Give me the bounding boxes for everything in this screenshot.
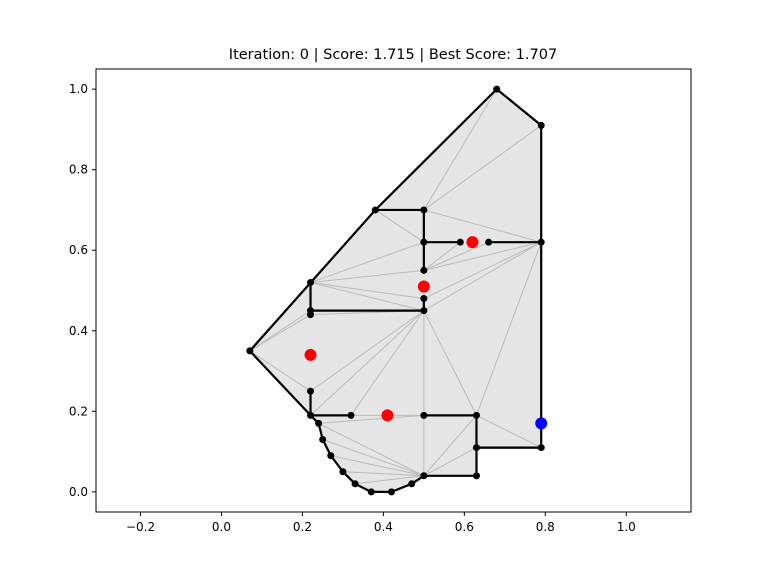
- triangulation-edge: [310, 241, 425, 283]
- vertex-point: [420, 411, 428, 419]
- triangulation-edge: [476, 241, 542, 416]
- marker-layer: [304, 236, 548, 430]
- vertex-point: [246, 347, 254, 355]
- triangulation-edge: [249, 350, 311, 392]
- vertex-point: [420, 206, 428, 214]
- vertex-point: [420, 472, 428, 480]
- triangulation-edge: [350, 310, 425, 416]
- y-tick-label: 0.2: [69, 404, 88, 418]
- triangulation-layer: [249, 88, 542, 485]
- vertex-layer: [246, 85, 545, 496]
- triangulation-edge: [423, 310, 477, 416]
- triangulation-edge: [423, 241, 542, 300]
- red-marker: [466, 236, 479, 249]
- vertex-point: [420, 295, 428, 303]
- triangulation-edge: [423, 241, 542, 312]
- vertex-point: [307, 278, 315, 286]
- vertex-point: [472, 444, 480, 452]
- triangulation-edge: [310, 269, 424, 283]
- x-tick-label: −0.2: [126, 520, 155, 534]
- blue-marker: [535, 417, 548, 430]
- vertex-point: [307, 307, 315, 315]
- chart-title: Iteration: 0 | Score: 1.715 | Best Score…: [229, 47, 557, 63]
- plot-border: [95, 68, 692, 513]
- vertex-point: [327, 452, 335, 460]
- vertex-point: [456, 238, 464, 246]
- triangulation-edge: [423, 209, 542, 243]
- triangulation-edge: [423, 447, 477, 477]
- triangulation-edge: [375, 209, 425, 243]
- triangulation-edge: [249, 314, 311, 352]
- x-tick-label: 0.6: [455, 520, 474, 534]
- vertex-point: [493, 85, 501, 93]
- y-axis: 0.0 0.2 0.4 0.6 0.8 1.0: [69, 82, 96, 499]
- triangulation-edge: [423, 241, 542, 271]
- vertex-point: [367, 488, 375, 496]
- vertex-point: [319, 436, 327, 444]
- polygon-fill-layer: [249, 89, 542, 492]
- vertex-point: [420, 266, 428, 274]
- vertex-point: [537, 238, 545, 246]
- y-tick-label: 0.8: [69, 163, 88, 177]
- y-tick-label: 0.4: [69, 324, 88, 338]
- vertex-point: [420, 307, 428, 315]
- triangulation-edge: [318, 422, 425, 477]
- vertex-point: [347, 411, 355, 419]
- vertex-point: [472, 472, 480, 480]
- x-tick-label: 0.8: [536, 520, 555, 534]
- triangulation-edge: [310, 310, 425, 416]
- x-tick-label: 0.4: [374, 520, 393, 534]
- vertex-point: [537, 444, 545, 452]
- triangulation-edge: [249, 310, 311, 352]
- y-tick-label: 0.0: [69, 485, 88, 499]
- triangulation-edge: [330, 455, 424, 477]
- vertex-point: [420, 238, 428, 246]
- room-polygon-fill: [249, 89, 542, 492]
- vertex-point: [307, 387, 315, 395]
- x-tick-label: 0.2: [293, 520, 312, 534]
- triangulation-edge: [310, 281, 424, 300]
- triangulation-edge: [322, 439, 425, 477]
- triangulation-edge: [310, 310, 425, 392]
- vertex-point: [485, 238, 493, 246]
- vertex-point: [307, 411, 315, 419]
- triangulation-edge: [342, 471, 424, 477]
- triangulation-edge: [423, 241, 461, 271]
- y-tick-label: 0.6: [69, 243, 88, 257]
- triangulation-edge: [423, 241, 489, 271]
- triangulation-edge: [476, 414, 542, 449]
- triangulation-edge: [310, 281, 424, 312]
- triangulation-edge: [423, 415, 477, 477]
- vertex-point: [351, 480, 359, 488]
- vertex-point: [537, 121, 545, 129]
- vertex-point: [315, 419, 323, 427]
- x-tick-label: 1.0: [617, 520, 636, 534]
- vertex-point: [408, 480, 416, 488]
- red-marker: [304, 348, 317, 361]
- triangulation-edge: [423, 124, 542, 211]
- vertex-point: [472, 411, 480, 419]
- x-axis: −0.2 0.0 0.2 0.4 0.6 0.8 1.0: [126, 512, 636, 534]
- red-marker: [417, 280, 430, 293]
- x-tick-label: 0.0: [212, 520, 231, 534]
- vertex-point: [371, 206, 379, 214]
- triangulation-edge: [423, 88, 498, 211]
- y-tick-label: 1.0: [69, 82, 88, 96]
- vertex-point: [339, 468, 347, 476]
- vertex-point: [387, 488, 395, 496]
- red-marker: [381, 409, 394, 422]
- triangulation-edge: [318, 414, 424, 424]
- triangulation-edge: [354, 475, 424, 485]
